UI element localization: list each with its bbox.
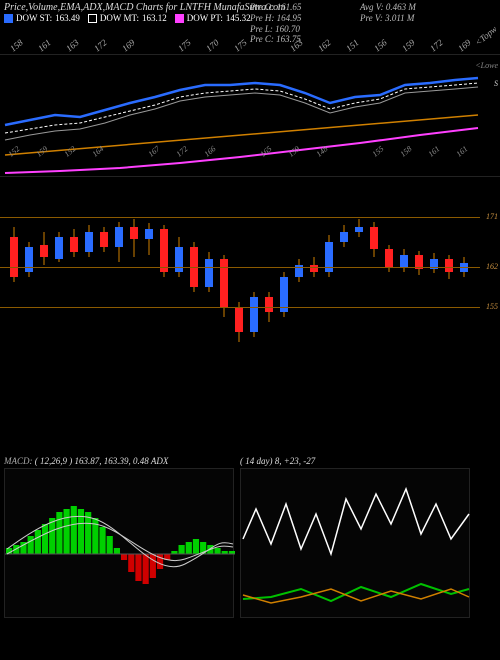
legend-pt-value: 145.32 (226, 13, 251, 23)
ma-lines (0, 55, 480, 175)
adx-panel (240, 468, 470, 618)
top-tick: 169 (120, 37, 137, 53)
macd-block: MACD: ( 12,26,9 ) 163.87, 163.39, 0.48 A… (4, 456, 234, 618)
pre-open: Pre O: 161.65 (250, 2, 301, 13)
top-tick: 170 (204, 37, 221, 53)
top-tick: 162 (316, 37, 333, 53)
macd-label-text: MACD: (4, 456, 33, 466)
legend-mt: DOW MT: 163.12 (88, 13, 167, 23)
ohlc-block: Pre O: 161.65 Pre H: 164.95 Pre L: 160.7… (250, 2, 301, 45)
price-gridline (0, 267, 480, 268)
axis-note-lower: <Lowe (475, 61, 498, 70)
swatch-st (4, 14, 13, 23)
spacer (0, 356, 500, 456)
adx-label: ( 14 day) 8, +23, -27 (240, 456, 470, 466)
legend-mt-label: DOW MT: (100, 13, 139, 23)
volume-block: Avg V: 0.463 M Pre V: 3.011 M (360, 2, 416, 24)
macd-params: ( 12,26,9 ) 163.87, 163.39, 0.48 ADX (35, 456, 169, 466)
top-tick: 158 (8, 37, 25, 53)
legend-pt-label: DOW PT: (187, 13, 223, 23)
top-tick: 163 (288, 37, 305, 53)
macd-label: MACD: ( 12,26,9 ) 163.87, 163.39, 0.48 A… (4, 456, 234, 466)
price-gridlabel: 155 (486, 302, 498, 311)
avg-volume: Avg V: 0.463 M (360, 2, 416, 13)
top-tick: 172 (428, 37, 445, 53)
pre-volume: Pre V: 3.011 M (360, 13, 416, 24)
legend-mt-value: 163.12 (142, 13, 167, 23)
price-gridline (0, 217, 480, 218)
adx-chart (241, 469, 471, 619)
swatch-pt (175, 14, 184, 23)
top-tick: 151 (344, 37, 361, 53)
pre-low: Pre L: 160.70 (250, 24, 301, 35)
legend-st: DOW ST: 163.49 (4, 13, 80, 23)
legend-st-value: 163.49 (55, 13, 80, 23)
macd-chart (5, 469, 235, 619)
top-tick: 156 (372, 37, 389, 53)
price-gridlabel: 171 (486, 212, 498, 221)
s-marker: S (494, 79, 498, 88)
candlestick-panel: 171 162 155 (0, 176, 500, 356)
macd-panel (4, 468, 234, 618)
top-tick: 175 (176, 37, 193, 53)
top-tick: 163 (64, 37, 81, 53)
price-gridlabel: 162 (486, 262, 498, 271)
legend-pt: DOW PT: 145.32 (175, 13, 251, 23)
swatch-mt (88, 14, 97, 23)
top-tick: 159 (400, 37, 417, 53)
chart-header: Price,Volume,EMA,ADX,MACD Charts for LNT… (0, 0, 500, 38)
top-axis: <Topw 1581611631721691751701751631621511… (0, 40, 500, 54)
price-gridline (0, 307, 480, 308)
indicator-row: MACD: ( 12,26,9 ) 163.87, 163.39, 0.48 A… (0, 456, 500, 618)
legend-st-label: DOW ST: (16, 13, 52, 23)
pre-high: Pre H: 164.95 (250, 13, 301, 24)
top-tick: 161 (36, 37, 53, 53)
top-tick: 169 (456, 37, 473, 53)
top-tick: 172 (92, 37, 109, 53)
top-tick: 175 (232, 37, 249, 53)
adx-block: ( 14 day) 8, +23, -27 (240, 456, 470, 618)
moving-average-panel: <Lowe S 15215915216416717216616515914815… (0, 54, 500, 174)
